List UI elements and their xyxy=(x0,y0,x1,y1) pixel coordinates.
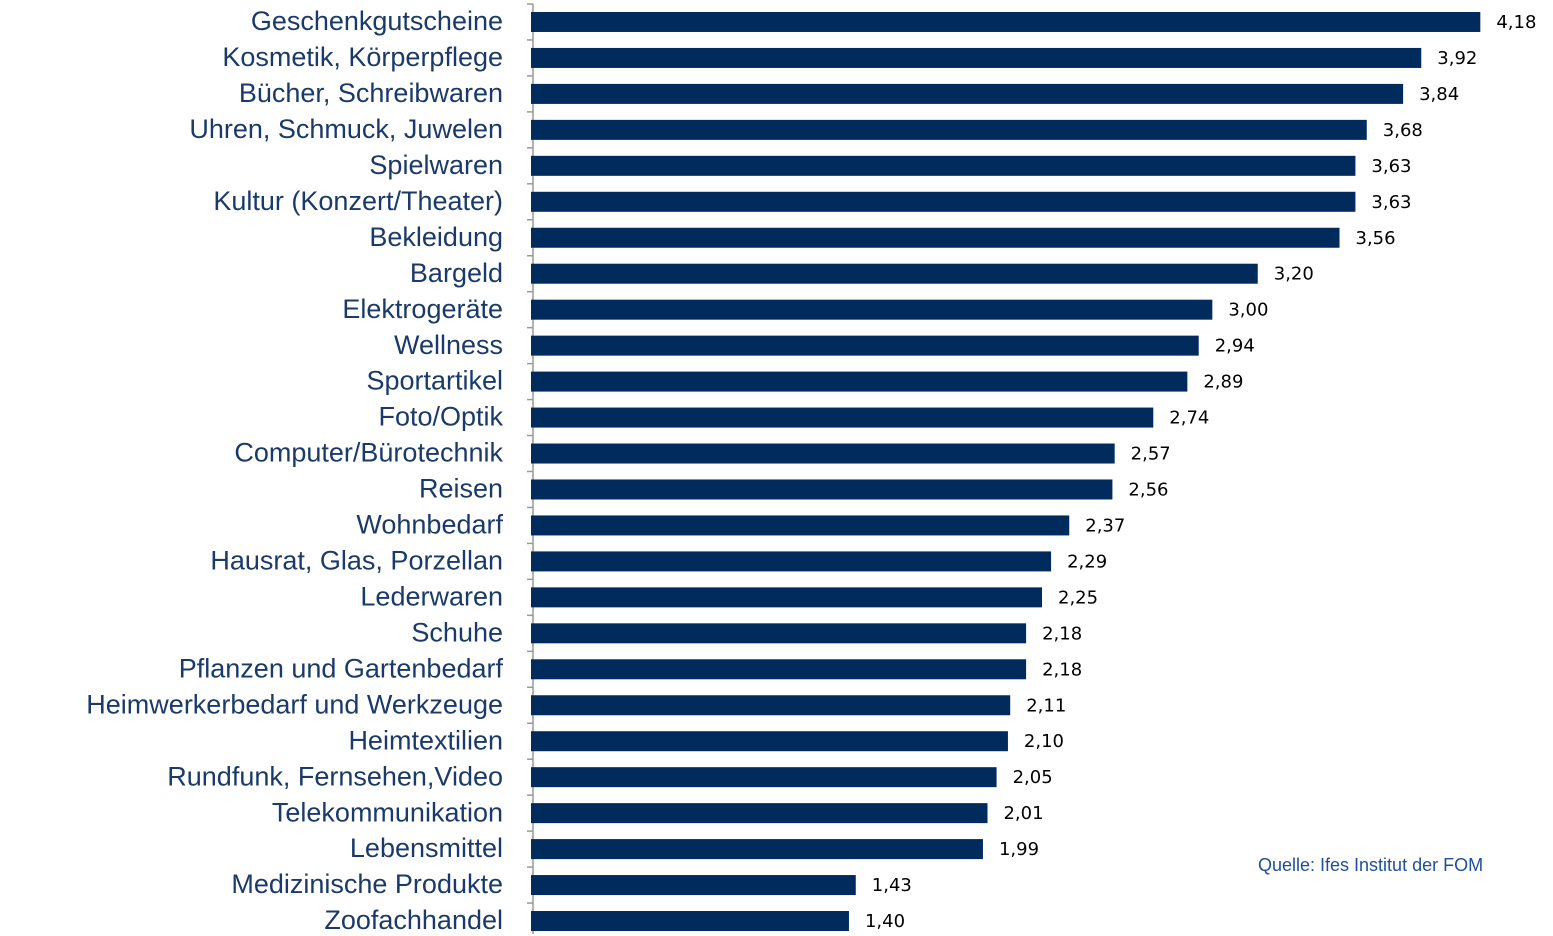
value-label: 3,63 xyxy=(1371,156,1411,177)
category-label: Lebensmittel xyxy=(350,833,503,863)
value-label: 2,94 xyxy=(1215,336,1255,357)
bar xyxy=(531,839,983,860)
bar xyxy=(531,623,1027,644)
bar xyxy=(531,695,1011,716)
value-label: 3,92 xyxy=(1437,48,1477,69)
category-label: Lederwaren xyxy=(360,581,503,611)
bar xyxy=(531,119,1367,140)
value-label: 3,00 xyxy=(1228,300,1268,321)
category-label: Kosmetik, Körperpflege xyxy=(222,42,503,72)
category-label: Schuhe xyxy=(411,617,503,647)
value-label: 3,84 xyxy=(1419,84,1459,105)
bar xyxy=(531,767,997,788)
value-label: 2,37 xyxy=(1085,515,1125,536)
category-label: Geschenkgutscheine xyxy=(251,6,503,36)
value-label: 2,11 xyxy=(1026,695,1066,716)
bar xyxy=(531,11,1481,32)
category-label: Computer/Bürotechnik xyxy=(234,438,503,468)
category-label: Wohnbedarf xyxy=(356,510,503,540)
bar xyxy=(531,335,1199,356)
category-label: Kultur (Konzert/Theater) xyxy=(213,186,503,216)
value-label: 2,25 xyxy=(1058,587,1098,608)
category-label: Heimtextilien xyxy=(348,725,503,755)
value-label: 1,43 xyxy=(872,875,912,896)
bar xyxy=(531,875,856,896)
bar xyxy=(531,263,1258,284)
bar xyxy=(531,551,1052,572)
bar xyxy=(531,371,1188,392)
category-label: Bücher, Schreibwaren xyxy=(239,78,503,108)
bar xyxy=(531,299,1213,320)
value-label: 4,18 xyxy=(1496,12,1536,33)
bar xyxy=(531,659,1027,680)
value-label: 3,20 xyxy=(1274,264,1314,285)
bar xyxy=(531,515,1070,536)
value-label: 2,10 xyxy=(1024,731,1064,752)
bar xyxy=(531,479,1113,500)
value-label: 2,29 xyxy=(1067,551,1107,572)
category-label: Rundfunk, Fernsehen,Video xyxy=(167,761,503,791)
bar xyxy=(531,587,1042,608)
category-label: Bekleidung xyxy=(369,222,503,252)
value-label: 2,05 xyxy=(1013,767,1053,788)
value-label: 2,18 xyxy=(1042,659,1082,680)
category-label: Spielwaren xyxy=(369,150,503,180)
value-label: 2,56 xyxy=(1128,479,1168,500)
category-label: Heimwerkerbedarf und Werkzeuge xyxy=(86,689,503,719)
value-label: 3,63 xyxy=(1371,192,1411,213)
value-label: 2,18 xyxy=(1042,623,1082,644)
category-label: Zoofachhandel xyxy=(324,905,503,935)
bar xyxy=(531,407,1154,428)
value-label: 1,99 xyxy=(999,839,1039,860)
category-label: Hausrat, Glas, Porzellan xyxy=(210,546,503,576)
category-label: Elektrogeräte xyxy=(342,294,503,324)
value-label: 3,56 xyxy=(1356,228,1396,249)
bar xyxy=(531,443,1115,464)
bar xyxy=(531,911,849,932)
bar xyxy=(531,83,1404,104)
bar xyxy=(531,731,1008,752)
category-label: Wellness xyxy=(394,330,503,360)
source-note: Quelle: Ifes Institut der FOM xyxy=(1258,855,1483,875)
value-label: 1,40 xyxy=(865,911,905,932)
category-label: Sportartikel xyxy=(366,366,503,396)
value-label: 2,01 xyxy=(1003,803,1043,824)
bar xyxy=(531,803,988,824)
bar xyxy=(531,227,1340,248)
bar xyxy=(531,191,1356,212)
category-label: Medizinische Produkte xyxy=(231,869,503,899)
value-label: 2,89 xyxy=(1203,372,1243,393)
value-label: 2,74 xyxy=(1169,408,1209,429)
category-label: Reisen xyxy=(419,474,503,504)
category-label: Uhren, Schmuck, Juwelen xyxy=(189,114,503,144)
value-label: 2,57 xyxy=(1131,444,1171,465)
bar xyxy=(531,155,1356,176)
category-label: Pflanzen und Gartenbedarf xyxy=(179,653,504,683)
category-label: Telekommunikation xyxy=(272,797,503,827)
value-label: 3,68 xyxy=(1383,120,1423,141)
bar xyxy=(531,47,1422,68)
category-label: Bargeld xyxy=(410,258,503,288)
category-label: Foto/Optik xyxy=(378,402,503,432)
